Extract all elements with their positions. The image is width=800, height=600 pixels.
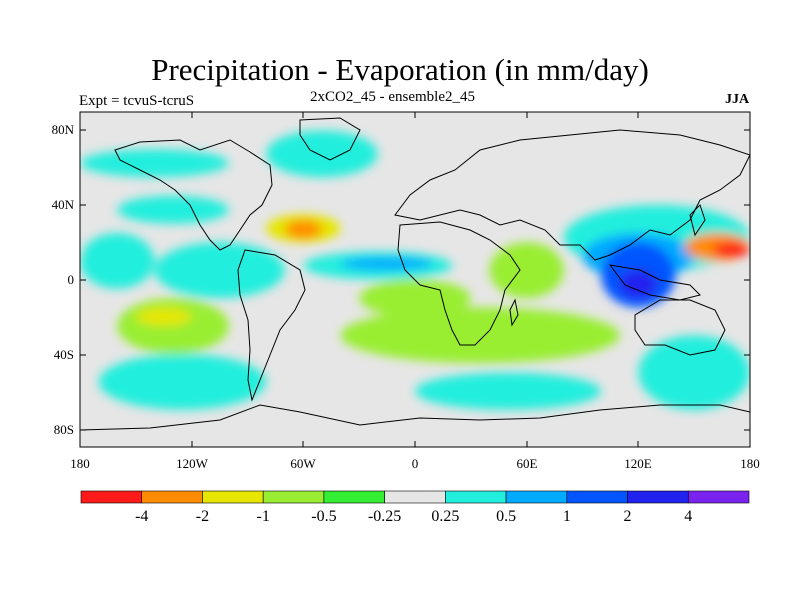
colorbar-label: 4 (684, 508, 692, 525)
colorbar-labels: -4 -2 -1 -0.5 -0.25 0.25 0.5 1 2 4 (135, 508, 692, 525)
lat-tick-label: 80N (52, 122, 75, 137)
colorbar-swatch (141, 490, 203, 504)
field-region (117, 195, 229, 224)
lon-tick-label: 60E (517, 456, 538, 471)
colorbar-label: -0.5 (311, 508, 336, 525)
field-region (712, 242, 750, 258)
colorbar-label: -1 (257, 508, 270, 525)
colorbar-label: 2 (624, 508, 632, 525)
field-region (117, 298, 229, 354)
colorbar-swatch (687, 490, 750, 504)
field-region (415, 372, 602, 410)
lon-tick-label: 180 (740, 456, 760, 471)
colorbar-swatch (566, 490, 628, 504)
colorbar-label: -2 (196, 508, 209, 525)
longitude-ticks: 180 120W 60W 0 60E 120E 180 (70, 112, 760, 471)
field-region (80, 232, 155, 289)
experiment-label: Expt = tcvuS-tcruS (79, 93, 195, 109)
colorbar-label: -0.25 (368, 508, 401, 525)
map-title: Precipitation - Evaporation (in mm/day) (151, 52, 649, 87)
colorbar-swatch (202, 490, 264, 504)
colorbar-swatch (384, 490, 446, 504)
lat-tick-label: 40S (54, 347, 74, 362)
field-region (284, 219, 322, 239)
colorbar-label: 0.25 (431, 508, 459, 525)
lon-tick-label: 120E (624, 456, 652, 471)
latitude-ticks: 80N 40N 0 40S 80S (52, 122, 750, 437)
field-region (340, 257, 434, 271)
ensemble-label: 2xCO2_45 - ensemble2_45 (310, 89, 475, 105)
colorbar-swatch (262, 490, 325, 504)
lat-tick-label: 40N (52, 197, 75, 212)
field-region (266, 130, 378, 178)
field-region (359, 279, 471, 317)
field-region (98, 353, 267, 410)
colorbar-swatch (627, 490, 689, 504)
field-region (489, 242, 564, 299)
season-label: JJA (725, 92, 750, 107)
field-region (154, 242, 285, 299)
colorbar (80, 490, 750, 504)
lat-tick-label: 80S (54, 422, 74, 437)
coastlines (80, 117, 750, 431)
lon-tick-label: 60W (290, 456, 316, 471)
lon-tick-label: 0 (412, 456, 419, 471)
lat-tick-label: 0 (68, 272, 75, 287)
lon-tick-label: 120W (176, 456, 209, 471)
colorbar-swatch (505, 490, 568, 504)
precip-evap-field (80, 130, 750, 410)
field-region (619, 270, 657, 299)
field-region (135, 307, 192, 327)
colorbar-swatch (445, 490, 507, 504)
colorbar-label: -4 (135, 508, 148, 525)
colorbar-swatch (80, 490, 143, 504)
lon-tick-label: 180 (70, 456, 90, 471)
colorbar-label: 1 (563, 508, 571, 525)
field-region (80, 149, 229, 178)
colorbar-label: 0.5 (496, 508, 516, 525)
field-region (340, 307, 620, 364)
field-region (638, 335, 750, 410)
colorbar-swatch (323, 490, 385, 504)
